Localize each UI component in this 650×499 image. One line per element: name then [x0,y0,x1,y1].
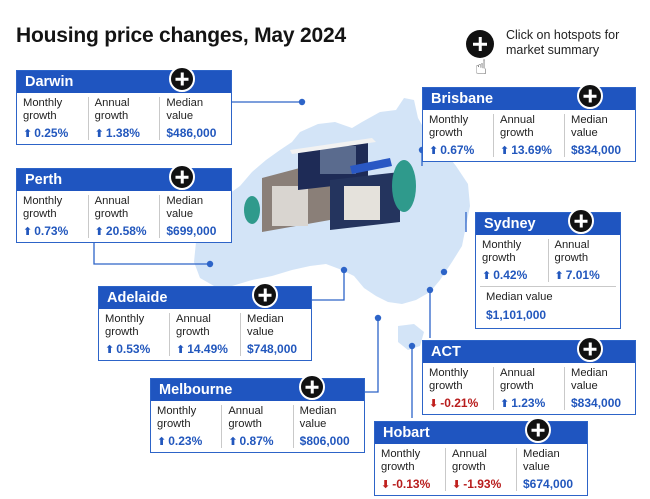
hotspot-perth[interactable] [206,260,214,268]
arrow-up-icon: ⬆ [554,270,564,282]
expand-plus-icon[interactable] [169,164,195,190]
arrow-up-icon: ⬆ [500,398,510,410]
arrow-down-icon: ⬇ [381,479,391,491]
arrow-down-icon: ⬇ [429,398,439,410]
arrow-up-icon: ⬆ [482,270,492,282]
annual-growth-value: ⬆ 14.49% [176,342,228,356]
arrow-up-icon: ⬆ [228,436,238,448]
median-value: $806,000 [299,434,350,448]
median-value: $748,000 [247,342,298,356]
card-header: Adelaide [99,282,311,309]
card-header: Hobart [375,417,587,444]
card-adelaide: Adelaide Monthly growth ⬆ 0.53% Annual growt… [98,282,312,361]
hint-text: Click on hotspots for market summary [506,28,620,57]
median-value: $1,101,000 [486,308,547,322]
arrow-up-icon: ⬆ [23,128,33,140]
hotspot-sydney[interactable] [440,268,448,276]
expand-plus-icon[interactable] [577,336,603,362]
annual-growth-value: ⬆ 20.58% [94,224,147,238]
arrow-up-icon: ⬆ [105,344,115,356]
annual-growth-value: ⬆ 1.23% [500,396,546,410]
monthly-growth-value: ⬆ 0.67% [429,143,475,157]
median-value: $834,000 [571,396,622,410]
expand-plus-icon[interactable] [525,417,551,443]
arrow-up-icon: ⬆ [94,128,104,140]
card-melbourne: Melbourne Monthly growth ⬆ 0.23% Annual grow… [150,374,365,453]
monthly-growth-value: ⬆ 0.25% [23,126,69,140]
hotspot-hint: ☝ Click on hotspots for market summary [466,28,636,78]
arrow-up-icon: ⬆ [94,226,104,238]
card-sydney: Sydney Monthly growth ⬆ 0.42% Annual growth ⬆… [475,208,621,329]
house-illustration [244,138,416,232]
card-header: ACT [423,336,635,363]
connector-lines [93,101,467,418]
card-header: Darwin [17,66,231,93]
annual-growth-value: ⬇ -1.93% [452,477,502,491]
median-value: $486,000 [166,126,217,140]
card-header: Perth [17,164,231,191]
annual-growth-value: ⬆ 1.38% [94,126,140,140]
card-header: Melbourne [151,374,364,401]
monthly-growth-value: ⬆ 0.42% [482,268,528,282]
arrow-up-icon: ⬆ [23,226,33,238]
monthly-growth-value: ⬇ -0.21% [429,396,479,410]
page-title: Housing price changes, May 2024 [16,24,346,47]
expand-plus-icon[interactable] [252,282,278,308]
annual-growth-value: ⬆ 13.69% [500,143,552,157]
card-perth: Perth Monthly growth ⬆ 0.73% Annual growth ⬆ 2… [16,164,232,243]
hotspot-hobart[interactable] [408,342,416,350]
hotspot-melbourne[interactable] [374,314,382,322]
hotspot-act[interactable] [426,286,434,294]
median-value: $699,000 [166,224,217,238]
monthly-growth-value: ⬇ -0.13% [381,477,431,491]
card-header: Brisbane [423,83,635,110]
hotspot-darwin[interactable] [298,98,306,106]
arrow-up-icon: ⬆ [429,145,439,157]
annual-growth-value: ⬆ 0.87% [228,434,274,448]
hand-pointer-icon: ☝ [475,57,488,79]
card-brisbane: Brisbane Monthly growth ⬆ 0.67% Annual growt… [422,83,636,162]
tasmania [398,324,424,350]
median-value: $834,000 [571,143,622,157]
expand-plus-icon[interactable] [299,374,325,400]
monthly-growth-value: ⬆ 0.53% [105,342,151,356]
monthly-growth-value: ⬆ 0.73% [23,224,69,238]
plus-icon [466,30,494,58]
arrow-up-icon: ⬆ [176,344,186,356]
arrow-down-icon: ⬇ [452,479,462,491]
median-value: $674,000 [523,477,574,491]
card-hobart: Hobart Monthly growth ⬇ -0.13% Annual growth… [374,417,588,496]
arrow-up-icon: ⬆ [157,436,167,448]
card-darwin: Darwin Monthly growth ⬆ 0.25% Annual growth ⬆… [16,66,232,145]
median-label: Median value [486,291,553,303]
expand-plus-icon[interactable] [169,66,195,92]
card-act: ACT Monthly growth ⬇ -0.21% Annual growth ⬆ 1.… [422,336,636,415]
hotspot-adelaide[interactable] [340,266,348,274]
expand-plus-icon[interactable] [577,83,603,109]
expand-plus-icon[interactable] [568,208,594,234]
card-header: Sydney [476,208,620,235]
monthly-growth-value: ⬆ 0.23% [157,434,203,448]
arrow-up-icon: ⬆ [500,145,510,157]
annual-growth-value: ⬆ 7.01% [554,268,600,282]
